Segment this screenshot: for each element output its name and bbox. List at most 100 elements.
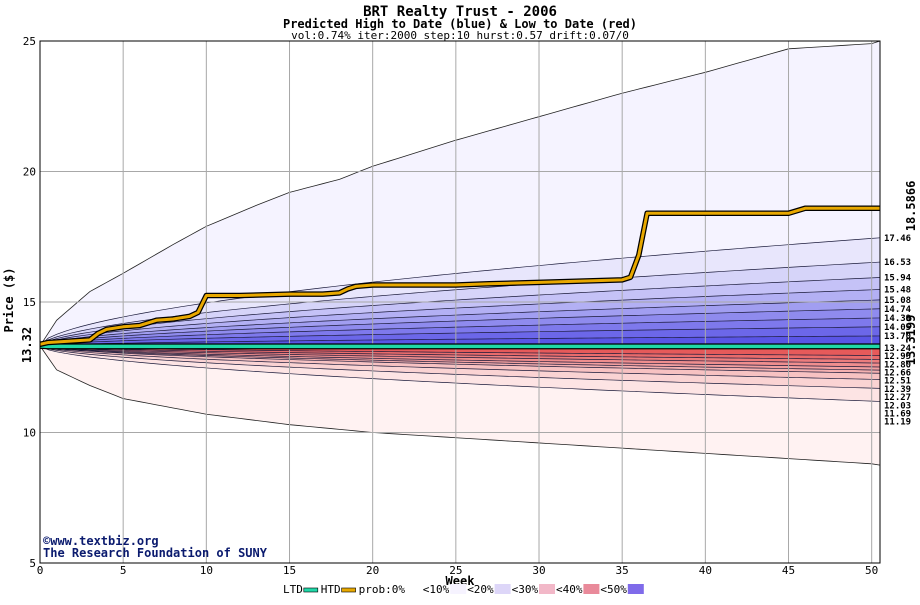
right-value-label-13: 12.51 bbox=[884, 377, 911, 387]
band-line-3 bbox=[39, 289, 881, 347]
lower-band-2 bbox=[40, 345, 880, 364]
x-tick-label-4: 20 bbox=[366, 564, 379, 577]
legend-swatch-6 bbox=[583, 584, 600, 594]
legend-label-4: <20% bbox=[467, 583, 494, 596]
legend-swatch-4 bbox=[494, 584, 511, 594]
plot-frame bbox=[39, 40, 881, 564]
legend: LTD HTD prob:0% <10% <20% <30% <40% <50% bbox=[283, 583, 644, 596]
htd-line bbox=[39, 206, 880, 346]
legend-swatch-5 bbox=[539, 584, 555, 594]
x-tick-label-2: 10 bbox=[200, 564, 213, 577]
htd-value-label: 18.5866 bbox=[904, 181, 918, 232]
legend-label-2: prob:0% bbox=[359, 583, 406, 596]
band-line-6 bbox=[39, 317, 881, 347]
band-line-0 bbox=[39, 237, 881, 347]
legend-swatch-7 bbox=[627, 584, 644, 594]
upper-envelope-line bbox=[39, 40, 881, 347]
y-tick-label-2: 15 bbox=[23, 296, 36, 309]
right-value-label-16: 12.03 bbox=[884, 401, 911, 411]
upper-band-3 bbox=[40, 289, 880, 346]
band-line-10 bbox=[39, 345, 881, 360]
legend-label-ltd: LTD bbox=[283, 583, 303, 596]
band-line-2 bbox=[39, 277, 881, 347]
legend-label-6: <40% bbox=[556, 583, 583, 596]
legend-swatch-3 bbox=[450, 584, 467, 594]
right-value-label-9: 13.24 bbox=[884, 344, 912, 354]
chart-parameters: vol:0.74% iter:2000 step:10 hurst:0.57 d… bbox=[291, 29, 629, 42]
ltd-value-label: 13.3199 bbox=[904, 315, 918, 366]
legend-label-htd: HTD bbox=[321, 583, 341, 596]
upper-band-5 bbox=[40, 308, 880, 346]
band-line-15 bbox=[39, 345, 881, 380]
plot-area bbox=[39, 40, 881, 563]
band-line-16 bbox=[39, 345, 881, 389]
legend-label-7: <50% bbox=[600, 583, 627, 596]
legend-swatch-htd bbox=[341, 587, 356, 593]
lower-band-8 bbox=[40, 345, 880, 402]
axes: 0 5 10 15 20 25 30 35 40 45 5051015202517.4616.531… bbox=[23, 35, 912, 577]
right-value-label-5: 14.74 bbox=[884, 305, 912, 315]
band-line-8 bbox=[39, 335, 881, 347]
band-line-17 bbox=[39, 345, 881, 402]
x-tick-label-3: 15 bbox=[283, 564, 296, 577]
upper-band-8 bbox=[40, 335, 880, 346]
band-line-4 bbox=[39, 299, 881, 347]
right-value-label-0: 17.46 bbox=[884, 234, 911, 244]
x-tick-label-0: 0 bbox=[37, 564, 44, 577]
legend-swatch-2 bbox=[405, 584, 422, 594]
ltd-line bbox=[39, 344, 880, 349]
right-value-label-15: 12.27 bbox=[884, 393, 911, 403]
lower-band-7 bbox=[40, 345, 880, 389]
right-value-label-18: 11.19 bbox=[884, 418, 911, 428]
x-tick-label-5: 25 bbox=[449, 564, 462, 577]
right-value-label-7: 14.05 bbox=[884, 323, 911, 333]
band-line-5 bbox=[39, 308, 881, 347]
y-tick-label-0: 5 bbox=[29, 557, 36, 570]
right-value-label-8: 13.70 bbox=[884, 332, 911, 342]
x-tick-label-1: 5 bbox=[120, 564, 127, 577]
start-price-label: 13.32 bbox=[20, 327, 34, 363]
credit-line-1: ©www.textbiz.org bbox=[43, 534, 159, 548]
right-value-label-10: 12.95 bbox=[884, 352, 911, 362]
lower-band-3 bbox=[40, 345, 880, 367]
lower-band-5 bbox=[40, 345, 880, 374]
band-line-7 bbox=[39, 326, 881, 347]
upper-band-2 bbox=[40, 277, 880, 346]
band-line-14 bbox=[39, 345, 881, 374]
upper-band-0 bbox=[40, 237, 880, 346]
credit-line-2: The Research Foundation of SUNY bbox=[43, 546, 268, 560]
y-tick-label-1: 10 bbox=[23, 427, 36, 440]
right-value-label-2: 15.94 bbox=[884, 273, 912, 283]
right-value-label-17: 11.69 bbox=[884, 410, 911, 420]
x-tick-label-10: 50 bbox=[865, 564, 878, 577]
right-value-label-11: 12.80 bbox=[884, 360, 911, 370]
band-line-13 bbox=[39, 345, 881, 371]
legend-swatch-ltd bbox=[303, 587, 319, 593]
legend-label-5: <30% bbox=[512, 583, 539, 596]
chart-title: BRT Realty Trust - 2006 bbox=[363, 4, 557, 20]
band-line-11 bbox=[39, 345, 881, 364]
right-value-label-1: 16.53 bbox=[884, 258, 911, 268]
right-value-label-14: 12.39 bbox=[884, 385, 911, 395]
upper-band-1 bbox=[40, 262, 880, 346]
right-value-label-4: 15.08 bbox=[884, 296, 911, 306]
y-tick-label-4: 25 bbox=[23, 35, 36, 48]
right-value-label-3: 15.48 bbox=[884, 285, 911, 295]
x-tick-label-8: 40 bbox=[699, 564, 712, 577]
right-value-label-6: 14.39 bbox=[884, 314, 911, 324]
upper-band-4 bbox=[40, 299, 880, 346]
legend-label-3: <10% bbox=[423, 583, 450, 596]
x-tick-label-7: 35 bbox=[616, 564, 629, 577]
lower-band-6 bbox=[40, 345, 880, 380]
x-tick-label-6: 30 bbox=[532, 564, 545, 577]
lower-envelope-line bbox=[39, 345, 881, 466]
y-tick-label-3: 20 bbox=[23, 166, 36, 179]
y-axis-label: Price ($) bbox=[2, 267, 16, 332]
chart-subtitle: Predicted High to Date (blue) & Low to D… bbox=[283, 17, 637, 31]
upper-band-6 bbox=[40, 317, 880, 346]
right-value-label-12: 12.66 bbox=[884, 369, 911, 379]
x-tick-label-9: 45 bbox=[782, 564, 795, 577]
band-line-12 bbox=[39, 345, 881, 368]
